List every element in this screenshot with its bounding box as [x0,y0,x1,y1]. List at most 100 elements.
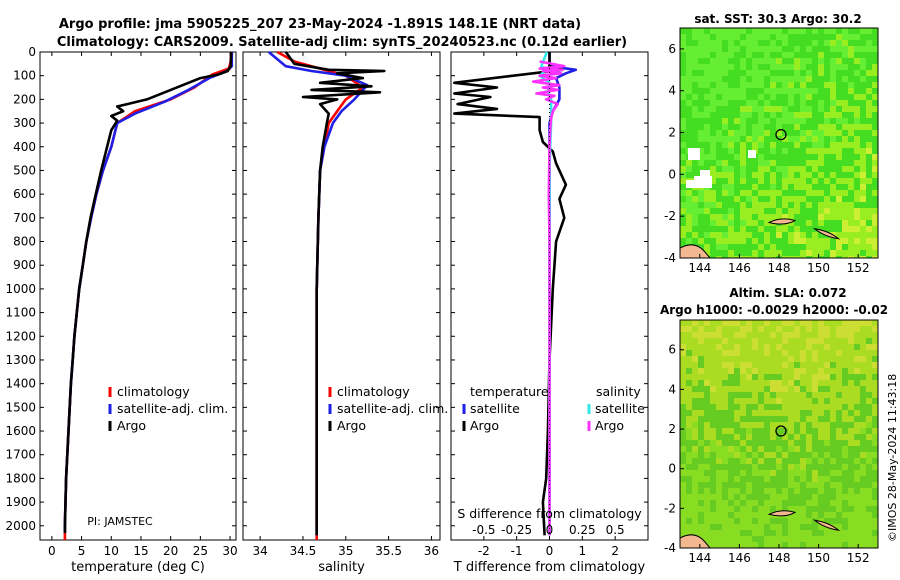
map-cell [794,470,800,476]
map-cell [782,356,788,362]
map-cell [806,458,812,464]
map-cell [710,250,716,256]
map-cell [680,470,686,476]
map-cell [728,380,734,386]
map-cell [776,106,782,112]
map-cell [842,344,848,350]
map-cell [824,464,830,470]
map-cell [836,356,842,362]
map-cell [794,178,800,184]
map-cell [872,452,878,458]
map-cell [740,148,746,154]
map-cell [752,106,758,112]
map-cell [758,446,764,452]
map-cell [860,386,866,392]
map-cell [830,250,836,256]
map-cell [806,320,812,326]
map-cell [752,244,758,250]
map-cell [818,356,824,362]
map-cell [764,184,770,190]
map-cell [806,488,812,494]
map-cell [872,190,878,196]
map-cell [806,226,812,232]
map-cell [854,40,860,46]
map-cell [872,494,878,500]
map-cell [752,64,758,70]
map-cell [806,338,812,344]
map-cell [824,154,830,160]
map-cell [740,500,746,506]
map-cell [830,458,836,464]
map-cell [824,46,830,52]
map-cell [764,142,770,148]
map-cell [722,518,728,524]
map-cell [698,530,704,536]
map-cell [782,226,788,232]
map-cell [806,154,812,160]
map-cell [722,28,728,34]
map-cell [758,416,764,422]
map-cell [728,52,734,58]
series-s-argo [531,60,566,536]
map-cell [740,94,746,100]
map-cell [866,94,872,100]
map-cell [848,112,854,118]
map-cell [830,88,836,94]
map-cell [848,34,854,40]
xtick-label-difference: -2 [478,544,490,558]
map-cell [770,368,776,374]
map-cell [740,404,746,410]
map-cell [752,208,758,214]
map-cell [794,106,800,112]
map-cell [692,392,698,398]
map-cell [764,488,770,494]
map-cell [692,238,698,244]
map-cell [866,208,872,214]
map-cell [794,226,800,232]
map-cell [800,326,806,332]
map-cell [722,118,728,124]
map-cell [770,344,776,350]
map-cell [872,136,878,142]
map-cell [794,244,800,250]
map-cell [800,380,806,386]
map-cell [800,506,806,512]
map-cell [734,196,740,202]
map-cell [770,76,776,82]
map-cell [740,542,746,548]
map-cell [698,320,704,326]
map-cell [698,500,704,506]
map-cell [788,76,794,82]
map-cell [836,160,842,166]
map-cell [854,326,860,332]
xlabel2-salinity-diff: S difference from climatology [457,506,642,521]
map-cell [812,344,818,350]
map-cell [734,76,740,82]
map-cell [860,76,866,82]
map-cell [818,398,824,404]
map-cell [866,452,872,458]
map-cell [680,136,686,142]
map-cell [728,404,734,410]
map-cell [824,392,830,398]
map-cell [830,446,836,452]
map-cell [782,416,788,422]
map-cell [728,184,734,190]
map-cell [788,416,794,422]
xlabel-salinity: salinity [318,560,365,575]
map-cell [788,524,794,530]
map-cell [710,46,716,52]
map-cell [806,518,812,524]
map-cell [800,82,806,88]
map-cell [842,220,848,226]
map-cell [704,506,710,512]
map-cell [770,320,776,326]
map-cell [686,232,692,238]
map-cell [692,380,698,386]
map-cell [812,106,818,112]
map-cell [800,220,806,226]
map-cell [740,28,746,34]
map-cell [716,350,722,356]
map-cell [788,386,794,392]
map-cell [764,410,770,416]
